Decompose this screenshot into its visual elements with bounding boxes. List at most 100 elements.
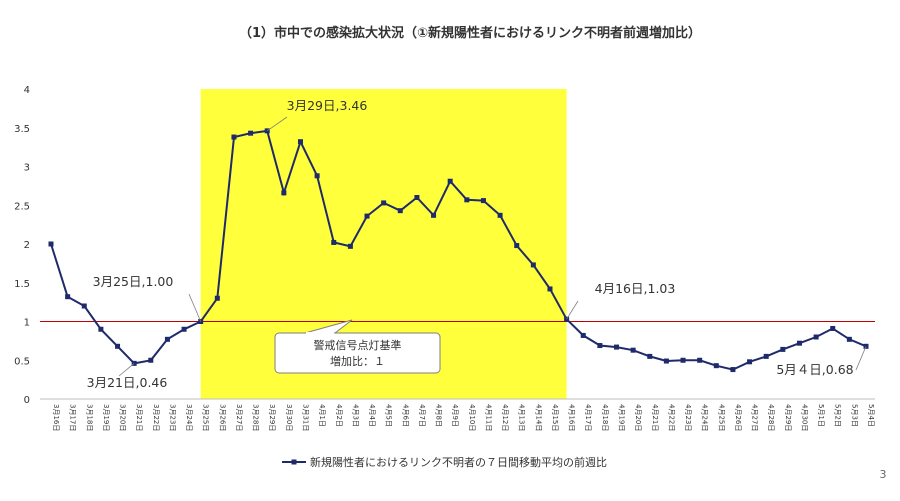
annotation-leader (118, 363, 135, 377)
data-point (364, 213, 370, 219)
x-tick-label: 4月17日 (584, 404, 592, 431)
x-tick-label: 4月20日 (634, 404, 642, 431)
page-number: 3 (880, 468, 887, 481)
data-point (214, 295, 220, 301)
y-tick-label: 1 (24, 318, 30, 329)
x-tick-label: 4月16日 (568, 404, 576, 431)
x-tick-label: 4月24日 (701, 404, 709, 431)
y-tick-label: 1.5 (14, 279, 30, 290)
x-tick-label: 5月2日 (834, 404, 842, 427)
x-tick-label: 3月26日 (218, 404, 226, 431)
x-tick-label: 4月30日 (800, 404, 808, 431)
data-point (164, 336, 170, 342)
data-point (231, 134, 237, 140)
data-point (830, 325, 836, 331)
x-tick-label: 4月8日 (435, 404, 443, 427)
x-tick-label: 4月28日 (767, 404, 775, 431)
x-tick-label: 4月22日 (667, 404, 675, 431)
x-tick-label: 4月19日 (618, 404, 626, 431)
data-point (697, 357, 703, 363)
data-point (115, 343, 121, 349)
x-tick-label: 5月1日 (817, 404, 825, 427)
x-tick-label: 4月15日 (551, 404, 559, 431)
callout-joint (306, 332, 334, 335)
x-tick-label: 4月11日 (484, 404, 492, 431)
x-tick-label: 4月29日 (784, 404, 792, 431)
x-tick-label: 3月20日 (119, 404, 127, 431)
data-point (547, 286, 553, 292)
data-point (397, 208, 403, 214)
data-label: 4月16日,1.03 (595, 281, 676, 296)
x-tick-label: 3月25日 (202, 404, 210, 431)
data-point (148, 357, 154, 363)
callout-line: 警戒信号点灯基準 (314, 338, 402, 352)
data-point (763, 353, 769, 359)
data-point (580, 332, 586, 338)
data-point (347, 243, 353, 249)
data-point (431, 212, 437, 218)
data-point (497, 212, 503, 218)
y-tick-label: 0 (24, 395, 30, 406)
data-point (81, 303, 87, 309)
data-point (747, 359, 753, 365)
data-label: 3月21日,0.46 (87, 375, 168, 390)
data-point (314, 173, 320, 179)
data-point (331, 239, 337, 245)
data-point (464, 197, 470, 203)
data-point (730, 367, 736, 373)
annotation-leader (266, 116, 288, 132)
data-label: 3月29日,3.46 (287, 98, 368, 113)
x-tick-label: 3月18日 (85, 404, 93, 431)
x-tick-label: 3月27日 (235, 404, 243, 431)
y-tick-label: 2 (24, 240, 30, 251)
y-tick-label: 3 (24, 163, 30, 174)
callout-line: 増加比：１ (330, 355, 385, 368)
annotation-leader (855, 346, 867, 371)
y-tick-label: 4 (24, 85, 30, 96)
data-point (780, 346, 786, 352)
data-point (248, 130, 254, 136)
x-tick-label: 4月25日 (717, 404, 725, 431)
data-point (48, 241, 54, 247)
data-point (846, 336, 852, 342)
data-point (680, 357, 686, 363)
data-label: 3月25日,1.00 (93, 274, 174, 289)
legend-label: 新規陽性者におけるリンク不明者の７日間移動平均の前週比 (310, 455, 607, 469)
x-tick-label: 4月6日 (401, 404, 409, 427)
x-tick-label: 4月21日 (651, 404, 659, 431)
x-tick-label: 4月2日 (335, 404, 343, 427)
x-tick-label: 4月14日 (534, 404, 542, 431)
x-tick-label: 4月5日 (385, 404, 393, 427)
x-tick-label: 4月7日 (418, 404, 426, 427)
x-tick-label: 3月30日 (285, 404, 293, 431)
data-point (530, 262, 536, 268)
data-point (447, 178, 453, 184)
x-tick-label: 5月4日 (867, 404, 875, 427)
data-point (796, 340, 802, 346)
data-point (381, 200, 387, 206)
x-tick-label: 4月12日 (501, 404, 509, 431)
x-tick-label: 3月31日 (301, 404, 309, 431)
x-tick-label: 3月19日 (102, 404, 110, 431)
data-point (647, 353, 653, 359)
series-line (50, 129, 867, 371)
x-tick-label: 3月29日 (268, 404, 276, 431)
x-tick-label: 3月16日 (52, 404, 60, 431)
y-tick-label: 0.5 (14, 356, 30, 367)
x-tick-label: 3月23日 (168, 404, 176, 431)
chart-title: （1）市中での感染拡大状況（①新規陽性者におけるリンク不明者前週増加比） (239, 25, 701, 41)
x-tick-label: 4月10日 (468, 404, 476, 431)
data-point (663, 358, 669, 364)
legend-marker (291, 459, 297, 465)
data-point (480, 198, 486, 204)
callout-box (274, 332, 441, 374)
x-tick-label: 4月4日 (368, 404, 376, 427)
x-tick-label: 3月28日 (252, 404, 260, 431)
x-tick-label: 4月1日 (318, 404, 326, 427)
x-tick-label: 3月21日 (135, 404, 143, 431)
data-point (281, 190, 287, 196)
x-tick-label: 4月9日 (451, 404, 459, 427)
data-point (813, 334, 819, 340)
data-label: 5月４日,0.68 (776, 362, 853, 377)
